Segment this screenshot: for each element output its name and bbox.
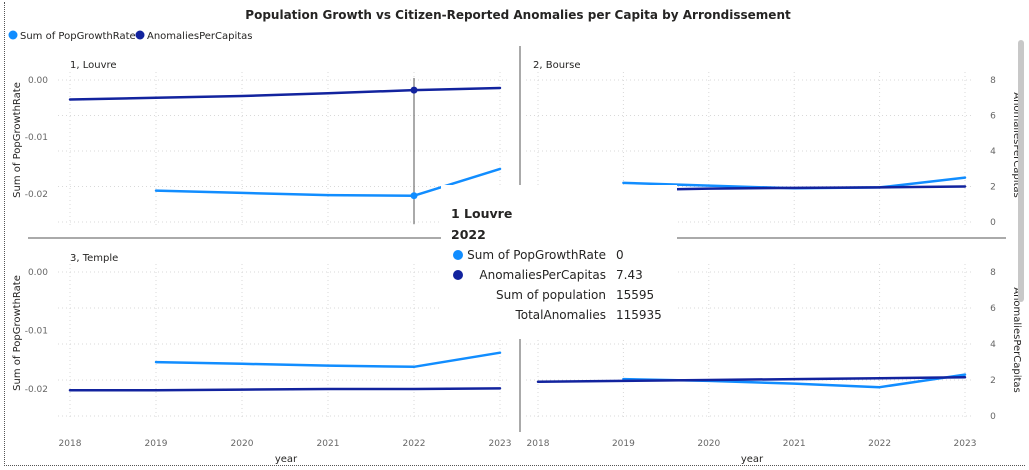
- y-right-tick-label: 2: [990, 376, 996, 386]
- tooltip-label-pop: Sum of PopGrowthRate: [467, 248, 606, 262]
- x-tick-label: 2020: [231, 439, 254, 449]
- legend-marker-pop: [8, 30, 18, 40]
- tooltip-label-population: Sum of population: [496, 288, 606, 302]
- y-left-tick-label: 0.00: [28, 268, 48, 278]
- y-right-tick-label: 8: [990, 76, 996, 86]
- y-right-tick-label: 0: [990, 218, 996, 228]
- x-tick-label: 2021: [783, 439, 806, 449]
- y-left-tick-label: 0.00: [28, 76, 48, 86]
- y-left-axis-title-top: Sum of PopGrowthRate: [12, 82, 23, 198]
- x-tick-label: 2019: [612, 439, 635, 449]
- plot-layer: 0.00 -0.01 -0.02 0 2 4 6 8 0.00 -0.01 -0.02 0 2 4 6 8 20…: [25, 72, 996, 449]
- x-tick-label: 2020: [697, 439, 720, 449]
- y-right-tick-label: 8: [990, 268, 996, 278]
- tooltip-row-pop: Sum of PopGrowthRate 0: [451, 245, 677, 265]
- x-tick-label: 2018: [59, 439, 82, 449]
- y-right-tick-label: 0: [990, 412, 996, 422]
- x-axis-title-right: year: [741, 454, 764, 465]
- y-right-tick-label: 6: [990, 304, 996, 314]
- highlight-point-pop: [410, 192, 418, 200]
- legend-label-anom[interactable]: AnomaliesPerCapitas: [147, 31, 253, 42]
- tooltip-row-anom: AnomaliesPerCapitas 7.43: [451, 265, 677, 285]
- tooltip-subtitle: 2022: [451, 227, 486, 242]
- tooltip-dot-pop: [453, 250, 463, 260]
- tooltip-title: 1 Louvre: [451, 206, 513, 221]
- x-tick-label: 2019: [145, 439, 168, 449]
- tooltip-value-pop: 0: [616, 248, 624, 262]
- y-left-tick-label: -0.01: [25, 327, 48, 337]
- y-left-tick-label: -0.02: [25, 385, 48, 395]
- y-right-tick-label: 6: [990, 112, 996, 122]
- series-line-anom: [68, 86, 502, 101]
- visual-frame: [4, 2, 1025, 466]
- tooltip-value-total: 115935: [616, 308, 662, 322]
- vertical-scrollbar[interactable]: [1018, 40, 1024, 302]
- x-tick-label: 2021: [317, 439, 340, 449]
- x-tick-label: 2018: [527, 439, 550, 449]
- y-right-axis-title-top: AnomaliesPerCapitas: [1011, 92, 1022, 198]
- tooltip-dot-anom: [453, 270, 463, 280]
- panel-title-bourse: 2, Bourse: [533, 60, 581, 71]
- y-left-axis-title-bottom: Sum of PopGrowthRate: [12, 275, 23, 391]
- legend[interactable]: Sum of PopGrowthRate AnomaliesPerCapitas: [8, 30, 253, 43]
- x-tick-label: 2022: [868, 439, 891, 449]
- y-right-tick-label: 4: [990, 340, 996, 350]
- y-right-tick-label: 2: [990, 183, 996, 193]
- tooltip-value-population: 15595: [616, 288, 655, 302]
- y-right-axis-title-bottom: AnomaliesPerCapitas: [1011, 287, 1022, 393]
- y-left-tick-label: -0.01: [25, 133, 48, 143]
- x-tick-label: 2022: [403, 439, 426, 449]
- x-axis-title-left: year: [275, 454, 298, 465]
- tooltip-row-population: Sum of population 15595: [451, 285, 677, 305]
- chart-title: Population Growth vs Citizen-Reported An…: [245, 8, 791, 22]
- tooltip-row-total: TotalAnomalies 115935: [451, 305, 677, 325]
- series-line-anom: [68, 387, 502, 392]
- tooltip-label-total: TotalAnomalies: [515, 308, 606, 322]
- series-line-pop: [154, 351, 502, 369]
- series-line-anom: [536, 376, 967, 384]
- legend-label-pop[interactable]: Sum of PopGrowthRate: [20, 31, 136, 42]
- panel-title-temple: 3, Temple: [70, 253, 118, 264]
- legend-marker-anom: [135, 30, 145, 40]
- y-right-tick-label: 4: [990, 147, 996, 157]
- tooltip-value-anom: 7.43: [616, 268, 643, 282]
- tooltip-label-anom: AnomaliesPerCapitas: [479, 268, 606, 282]
- tooltip: 1 Louvre 2022 Sum of PopGrowthRate 0 Ano…: [441, 185, 677, 339]
- x-tick-label: 2023: [954, 439, 977, 449]
- series-line-anom: [673, 185, 967, 191]
- panel-title-louvre: 1, Louvre: [70, 60, 117, 71]
- x-tick-label: 2023: [489, 439, 512, 449]
- highlight-point-anom: [410, 86, 418, 94]
- y-left-tick-label: -0.02: [25, 190, 48, 200]
